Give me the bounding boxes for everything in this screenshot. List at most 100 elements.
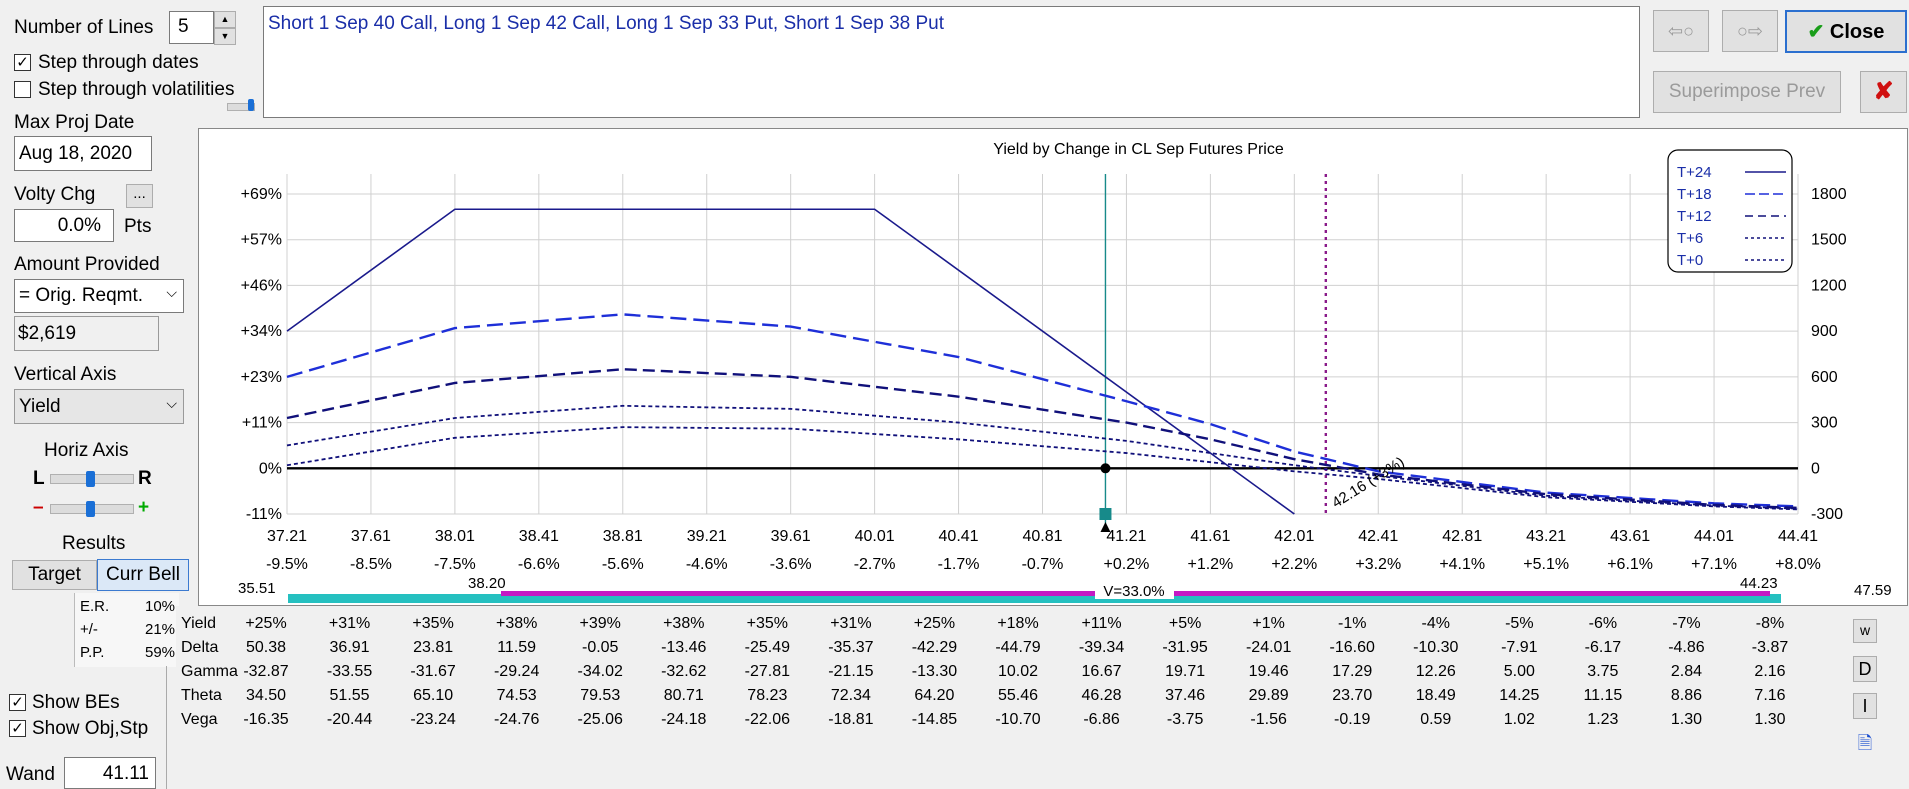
horiz-l-slider[interactable] — [50, 471, 134, 487]
spin-up-button[interactable]: ▲ — [214, 11, 236, 28]
slider-thumb[interactable] — [86, 471, 95, 487]
x-tick-label: 40.81 — [1022, 528, 1062, 545]
slider-thumb[interactable] — [86, 501, 95, 517]
greek-cell: +1% — [1252, 615, 1285, 632]
close-button[interactable]: ✔ Close — [1785, 10, 1907, 53]
strategy-text[interactable]: Short 1 Sep 40 Call, Long 1 Sep 42 Call,… — [263, 6, 1640, 118]
y-left-tick-label: +46% — [241, 277, 282, 294]
prev-button[interactable]: ⇦○ — [1653, 10, 1709, 52]
greek-cell: 5.00 — [1503, 663, 1535, 680]
greek-cell: +39% — [579, 615, 621, 632]
x-pct-tick-label: +6.1% — [1607, 556, 1653, 573]
legend-label: T+24 — [1677, 164, 1712, 181]
minus-icon: – — [33, 497, 44, 518]
spin-down-button[interactable]: ▼ — [214, 28, 236, 45]
volty-input[interactable]: 0.0% — [14, 209, 114, 242]
amount-select[interactable]: = Orig. Reqmt. ⌵ — [14, 279, 184, 313]
er-value: 10% — [145, 598, 176, 615]
greek-cell: -42.29 — [911, 639, 958, 656]
range-mid-left: 38.20 — [468, 575, 506, 592]
greek-cell: 50.38 — [245, 639, 287, 656]
x-pct-tick-label: -9.5% — [266, 556, 308, 573]
x-tick-label: 39.61 — [771, 528, 811, 545]
greek-cell: +35% — [412, 615, 454, 632]
greek-cell: -24.76 — [493, 711, 540, 728]
horiz-l-label: L — [33, 468, 45, 489]
side-i-button[interactable]: I — [1853, 693, 1877, 719]
greek-row-label: Theta — [181, 687, 222, 704]
y-right-tick-label: 0 — [1811, 460, 1820, 477]
show-bes-label: Show BEs — [32, 692, 120, 713]
greek-cell: 8.86 — [1670, 687, 1702, 704]
tab-target[interactable]: Target — [12, 560, 97, 590]
y-left-tick-label: +57% — [241, 232, 282, 249]
greek-cell: -31.67 — [410, 663, 456, 680]
greek-cell: 1.02 — [1503, 711, 1535, 728]
current-price-pointer — [1100, 522, 1111, 532]
num-lines-input[interactable]: 5 — [169, 11, 214, 44]
mini-slider[interactable] — [227, 99, 255, 111]
vertical-axis-label: Vertical Axis — [14, 364, 117, 385]
greek-cell: -3.75 — [1166, 711, 1204, 728]
close-x-icon[interactable]: ✘ — [1860, 71, 1907, 113]
range-bar-cyan — [288, 594, 1781, 603]
x-tick-label: 42.81 — [1442, 528, 1482, 545]
greek-cell: 34.50 — [245, 687, 287, 704]
greek-cell: -6% — [1588, 615, 1618, 632]
vertical-axis-select[interactable]: Yield ⌵ — [14, 389, 184, 424]
check-icon: ✔ — [1807, 21, 1825, 43]
horiz-zoom-slider[interactable] — [50, 501, 134, 517]
yield-chart[interactable]: Yield by Change in CL Sep Futures Price 3… — [198, 128, 1908, 606]
greek-cell: 16.67 — [1081, 663, 1122, 680]
range-bar-magenta-right — [1174, 591, 1770, 596]
greek-cell: +25% — [245, 615, 287, 632]
wand-input[interactable]: 41.11 — [64, 757, 156, 789]
superimpose-prev-button[interactable]: Superimpose Prev — [1653, 71, 1841, 113]
next-button[interactable]: ○⇨ — [1722, 10, 1778, 52]
show-obj-checkbox[interactable]: ✓ — [9, 720, 26, 737]
greek-cell: 14.25 — [1499, 687, 1540, 704]
greek-cell: -1% — [1337, 615, 1367, 632]
step-vols-checkbox[interactable] — [14, 81, 31, 98]
volty-more-button[interactable]: ... — [126, 184, 153, 208]
vertical-axis-value: Yield — [19, 396, 61, 417]
greek-cell: 51.55 — [329, 687, 370, 704]
greek-cell: -25.49 — [744, 639, 791, 656]
horiz-axis-label: Horiz Axis — [44, 440, 129, 461]
y-left-tick-label: +11% — [242, 415, 282, 432]
range-right: 44.23 — [1740, 575, 1778, 592]
greek-cell: 7.16 — [1754, 687, 1786, 704]
greek-cell: -18.81 — [828, 711, 874, 728]
x-tick-label: 44.01 — [1694, 528, 1734, 545]
greek-cell: -25.06 — [577, 711, 623, 728]
greek-cell: 46.28 — [1081, 687, 1122, 704]
greek-cell: +38% — [663, 615, 705, 632]
greek-cell: -13.46 — [661, 639, 707, 656]
greek-cell: -32.87 — [243, 663, 289, 680]
x-tick-label: 43.61 — [1610, 528, 1650, 545]
y-left-tick-label: +34% — [241, 323, 282, 340]
max-proj-date-input[interactable]: Aug 18, 2020 — [14, 136, 152, 171]
pp-value: 59% — [145, 644, 176, 661]
y-left-tick-label: +69% — [241, 186, 282, 203]
show-bes-checkbox[interactable]: ✓ — [9, 694, 26, 711]
step-dates-checkbox[interactable]: ✓ — [14, 54, 31, 71]
greek-cell: 29.89 — [1248, 687, 1289, 704]
greek-cell: 74.53 — [496, 687, 537, 704]
wand-label: Wand — [6, 764, 55, 785]
amount-value: $2,619 — [14, 316, 159, 351]
greek-cell: 37.46 — [1165, 687, 1206, 704]
y-right-tick-label: -300 — [1811, 506, 1843, 523]
y-right-tick-label: 1200 — [1811, 277, 1847, 294]
greek-cell: -6.17 — [1584, 639, 1622, 656]
greek-cell: -10.70 — [995, 711, 1041, 728]
x-pct-tick-label: +0.2% — [1104, 556, 1150, 573]
breakeven-label: 42.16 (+3%) — [1329, 454, 1408, 512]
document-icon[interactable]: 🗎 — [1857, 733, 1873, 753]
tab-curr-bell[interactable]: Curr Bell — [97, 559, 189, 591]
greek-cell: -32.62 — [661, 663, 707, 680]
side-w-button[interactable]: w — [1853, 619, 1877, 643]
side-d-button[interactable]: D — [1853, 656, 1877, 682]
greek-cell: -16.60 — [1329, 639, 1375, 656]
y-right-tick-label: 1500 — [1811, 232, 1847, 249]
